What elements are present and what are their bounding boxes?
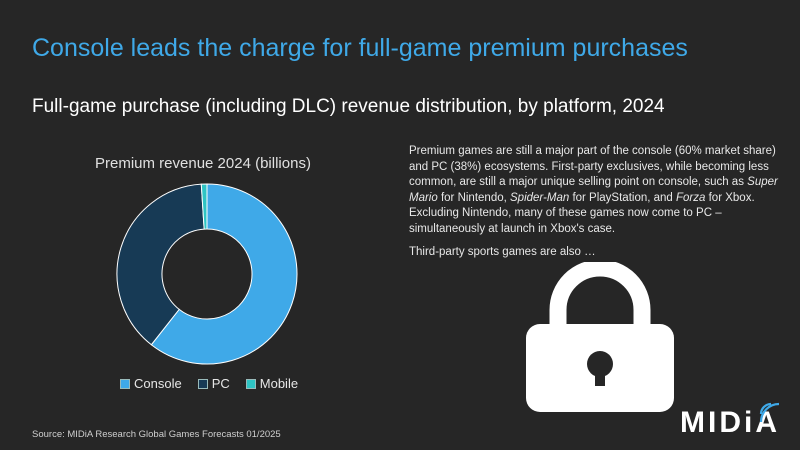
- lock-icon: [526, 262, 674, 412]
- legend-label-pc: PC: [211, 376, 230, 391]
- chart-title: Premium revenue 2024 (billions): [95, 155, 311, 172]
- legend-swatch-pc: [197, 378, 208, 389]
- page-subtitle: Full-game purchase (including DLC) reven…: [32, 96, 665, 117]
- commentary-text-a: Premium games are still a major part of …: [409, 145, 776, 188]
- commentary-text-c: for PlayStation, and: [569, 191, 677, 204]
- logo-arcs-icon: [759, 402, 780, 423]
- chart-legend: Console PC Mobile: [120, 376, 298, 391]
- commentary-text-b: for Nintendo,: [437, 191, 510, 204]
- page-title: Console leads the charge for full-game p…: [32, 34, 688, 62]
- legend-item-console: Console: [120, 376, 182, 391]
- donut-slice-console: [150, 183, 298, 365]
- legend-swatch-mobile: [245, 378, 256, 389]
- commentary-text-d: for Xbox. Excluding Nintendo, many of th…: [409, 191, 755, 235]
- donut-slice-pc: [116, 183, 205, 346]
- source-note: Source: MIDiA Research Global Games Fore…: [32, 429, 281, 440]
- commentary: Premium games are still a major part of …: [409, 144, 779, 269]
- donut-chart: [116, 183, 298, 365]
- commentary-italic-spider-man: Spider-Man: [510, 191, 570, 204]
- commentary-paragraph-1: Premium games are still a major part of …: [409, 144, 779, 237]
- legend-label-console: Console: [134, 376, 182, 391]
- donut-slice-mobile: [200, 183, 208, 230]
- legend-swatch-console: [120, 378, 130, 389]
- commentary-italic-super-mario: Super Mario: [409, 176, 778, 204]
- commentary-paragraph-2: Third-party sports games are also …: [409, 246, 596, 258]
- legend-item-pc: PC: [197, 376, 230, 391]
- commentary-italic-forza: Forza: [676, 191, 706, 204]
- legend-item-mobile: Mobile: [245, 376, 299, 391]
- legend-label-mobile: Mobile: [259, 376, 299, 391]
